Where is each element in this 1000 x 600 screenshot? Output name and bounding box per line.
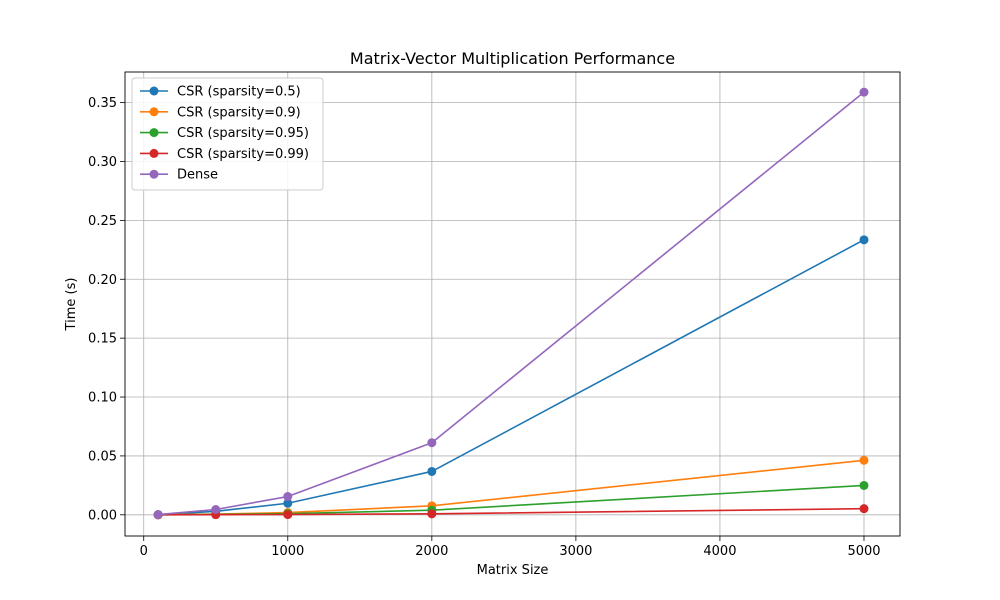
x-tick-label: 4000 (703, 544, 736, 559)
x-tick-label: 2000 (415, 544, 448, 559)
legend-label: CSR (sparsity=0.95) (177, 126, 309, 141)
x-tick-label: 1000 (271, 544, 304, 559)
series-5-point (859, 87, 869, 97)
legend-box (131, 77, 324, 191)
legend: CSR (sparsity=0.5) CSR (sparsity=0.9) CSR … (131, 77, 324, 191)
legend-label: CSR (sparsity=0.99) (177, 147, 309, 162)
series-5-point (283, 492, 293, 502)
legend-swatch-marker (149, 128, 159, 138)
series-layer (153, 87, 869, 520)
series-5-point (427, 438, 437, 448)
plot-frame (124, 71, 901, 537)
ticks: 0 1000 2000 3000 4000 5000 0.00 0.05 0.10 0.15 0.2… (88, 96, 880, 559)
series-1-point (427, 466, 437, 476)
y-tick-label: 0.20 (88, 273, 117, 288)
x-axis-label: Matrix Size (477, 563, 549, 578)
series-4-point (427, 509, 437, 519)
legend-swatch-marker (149, 148, 159, 158)
legend-label: CSR (sparsity=0.5) (177, 85, 301, 100)
series-4-point (283, 510, 293, 520)
x-tick-label: 0 (140, 544, 148, 559)
series-1-point (283, 498, 293, 508)
y-tick-label: 0.05 (88, 449, 117, 464)
series-1-point (859, 235, 869, 245)
y-tick-label: 0.35 (88, 96, 117, 111)
y-tick-label: 0.00 (88, 508, 117, 523)
y-tick-label: 0.15 (88, 332, 117, 347)
legend-swatch-marker (149, 169, 159, 179)
legend-swatch-marker (149, 107, 159, 117)
y-tick-label: 0.30 (88, 155, 117, 170)
y-tick-label: 0.25 (88, 214, 117, 229)
legend-label: CSR (sparsity=0.9) (177, 105, 301, 120)
y-tick-label: 0.10 (88, 391, 117, 406)
series-3-point (859, 480, 869, 490)
series-2-point (859, 455, 869, 465)
chart-title: Matrix-Vector Multiplication Performance (350, 49, 675, 68)
series-4-point (859, 504, 869, 514)
x-tick-label: 3000 (559, 544, 592, 559)
x-tick-label: 5000 (847, 544, 880, 559)
series-5-point (211, 505, 221, 515)
series-5-point (153, 510, 163, 520)
legend-label: Dense (177, 168, 218, 183)
legend-swatch-marker (149, 86, 159, 96)
grid (125, 72, 900, 536)
y-axis-label: Time (s) (64, 278, 79, 332)
